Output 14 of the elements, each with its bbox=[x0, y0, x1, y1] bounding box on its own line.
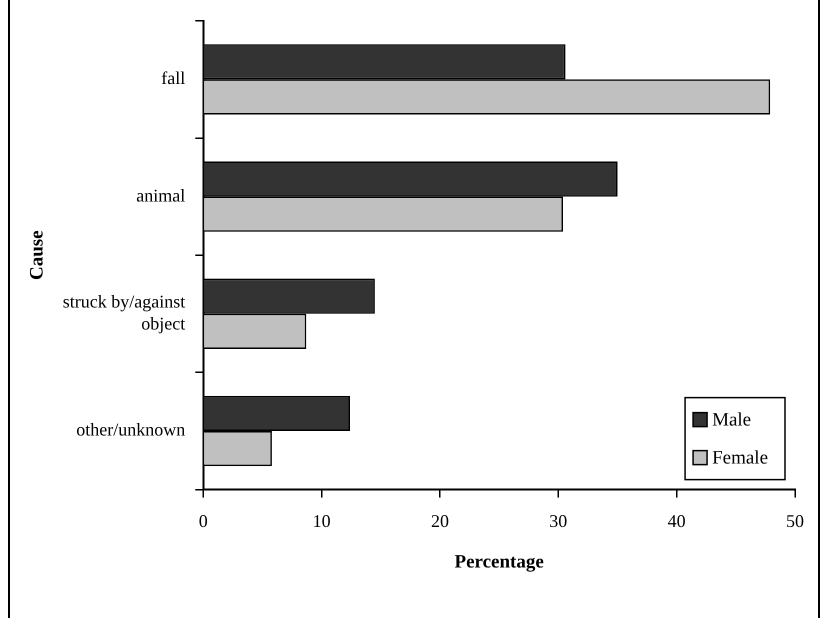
legend-label: Female bbox=[712, 448, 768, 469]
y-tick-label: other/unknown bbox=[76, 420, 186, 440]
y-tick-label: struck by/against object bbox=[62, 292, 186, 334]
x-tick-label: 0 bbox=[198, 511, 208, 532]
legend-label: Male bbox=[712, 410, 752, 431]
x-tick-label: 40 bbox=[668, 511, 686, 532]
y-axis-title: Cause bbox=[26, 230, 48, 280]
x-tick-label: 30 bbox=[549, 511, 568, 532]
x-tick-label: 10 bbox=[312, 511, 331, 532]
y-tick-label: fall bbox=[161, 68, 186, 88]
y-tick-label: animal bbox=[136, 185, 186, 206]
x-tick-label: 20 bbox=[430, 511, 449, 532]
x-tick-label: 50 bbox=[786, 511, 804, 532]
x-axis-title: Percentage bbox=[454, 552, 544, 573]
